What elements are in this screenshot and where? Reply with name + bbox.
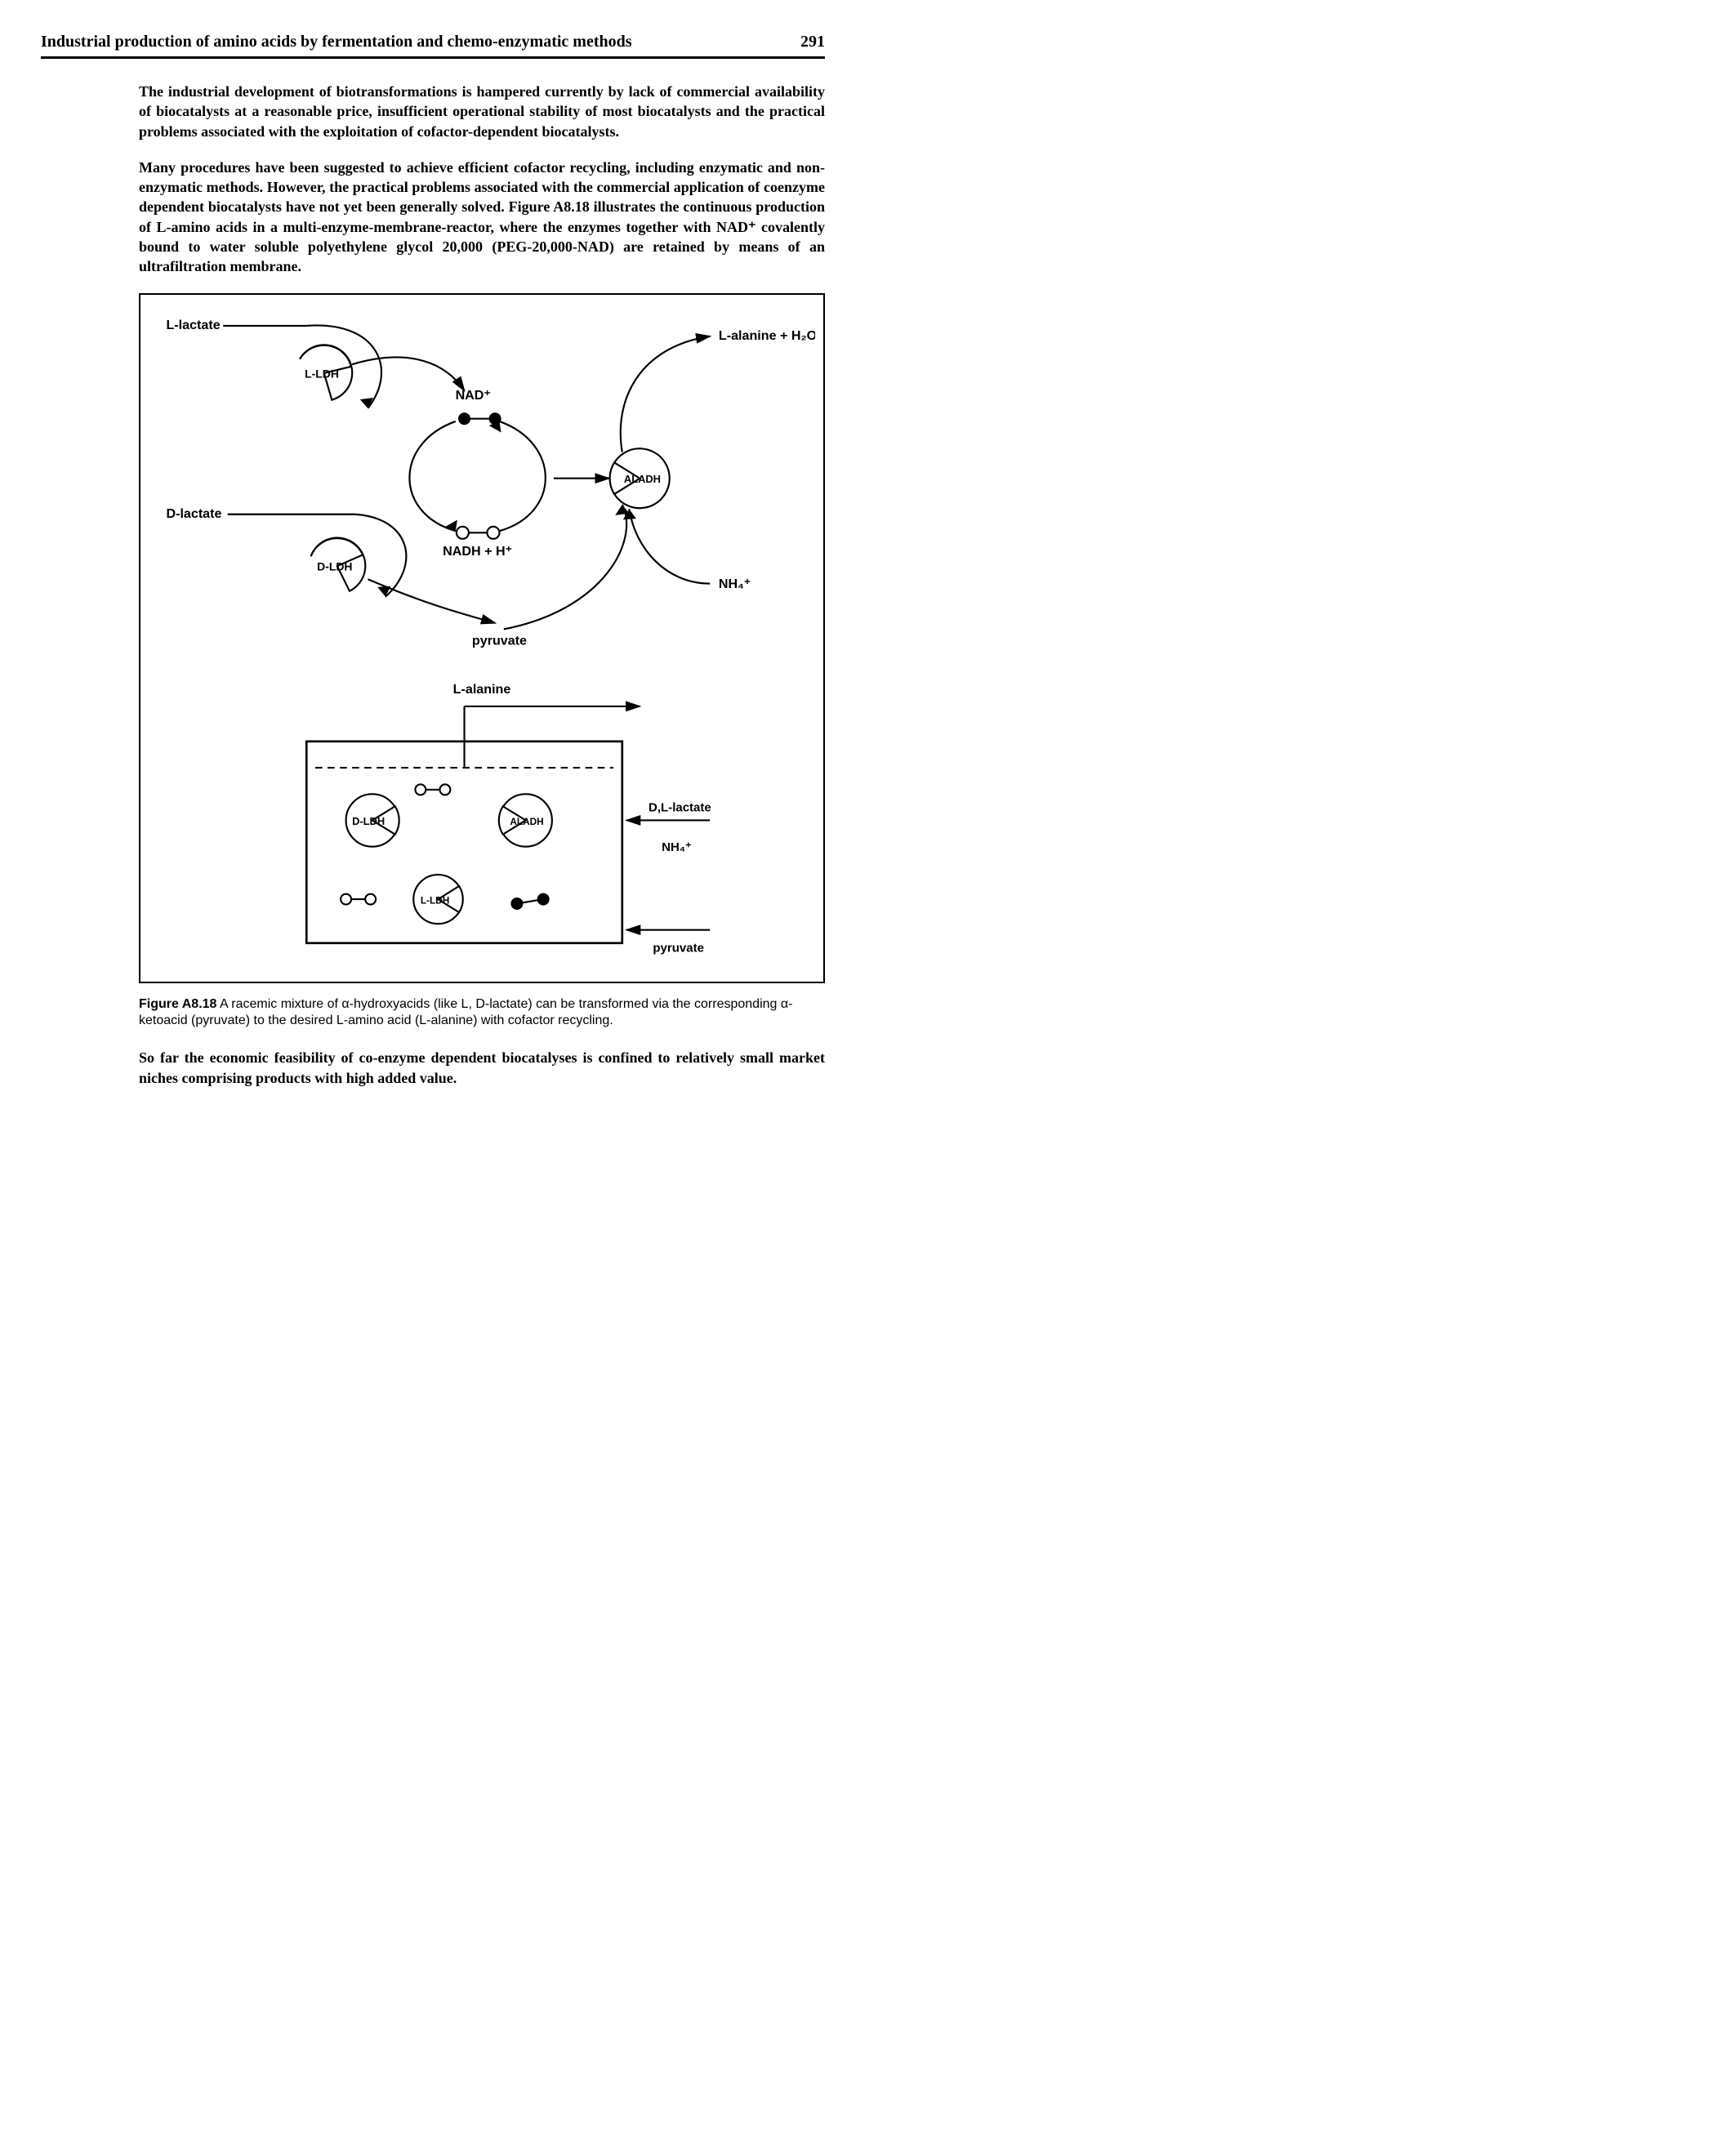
label-nh4-top: NH₄⁺ <box>719 577 751 591</box>
label-l-lactate: L-lactate <box>166 318 220 332</box>
label-nadh: NADH + H⁺ <box>443 544 512 559</box>
figure-number: Figure A8.18 <box>139 997 216 1011</box>
paragraph-1: The industrial development of biotransfo… <box>139 82 825 141</box>
running-title: Industrial production of amino acids by … <box>41 33 632 51</box>
page-number: 291 <box>800 33 825 51</box>
figure-caption-text: A racemic mixture of α-hydroxyacids (lik… <box>139 997 792 1028</box>
enzyme-l-ldh-top: L-LDH <box>290 334 363 403</box>
enzyme-d-ldh-top: D-LDH <box>304 529 372 593</box>
page-header: Industrial production of amino acids by … <box>41 33 825 59</box>
label-l-alanine-h2o: L-alanine + H₂O <box>719 328 815 343</box>
svg-text:ALADH: ALADH <box>624 473 661 485</box>
svg-text:L-LDH: L-LDH <box>421 894 449 906</box>
svg-text:L-LDH: L-LDH <box>305 367 339 380</box>
svg-text:D-LDH: D-LDH <box>317 559 352 572</box>
label-d-lactate: D-lactate <box>166 506 221 521</box>
label-l-alanine-out: L-alanine <box>453 681 511 696</box>
svg-text:D-LDH: D-LDH <box>352 815 385 827</box>
paragraph-3: So far the economic feasibility of co-en… <box>139 1048 825 1088</box>
label-nh4-in: NH₄⁺ <box>662 840 692 854</box>
reactor-box: L-alanine D-LDH ALADH <box>306 681 711 955</box>
label-dl-lactate: D,L-lactate <box>649 800 711 814</box>
label-pyruvate-in: pyruvate <box>653 941 704 955</box>
figure-a8-18: L-lactate L-LDH D-lactate D-LDH NAD⁺ <box>139 293 825 983</box>
enzyme-aladh-top: ALADH <box>610 448 670 508</box>
label-pyruvate-top: pyruvate <box>472 633 527 648</box>
paragraph-2: Many procedures have been suggested to a… <box>139 158 825 277</box>
figure-diagram: L-lactate L-LDH D-lactate D-LDH NAD⁺ <box>149 303 815 969</box>
svg-text:ALADH: ALADH <box>510 816 543 827</box>
label-nad-plus: NAD⁺ <box>456 388 491 403</box>
figure-caption: Figure A8.18 A racemic mixture of α-hydr… <box>139 996 825 1031</box>
